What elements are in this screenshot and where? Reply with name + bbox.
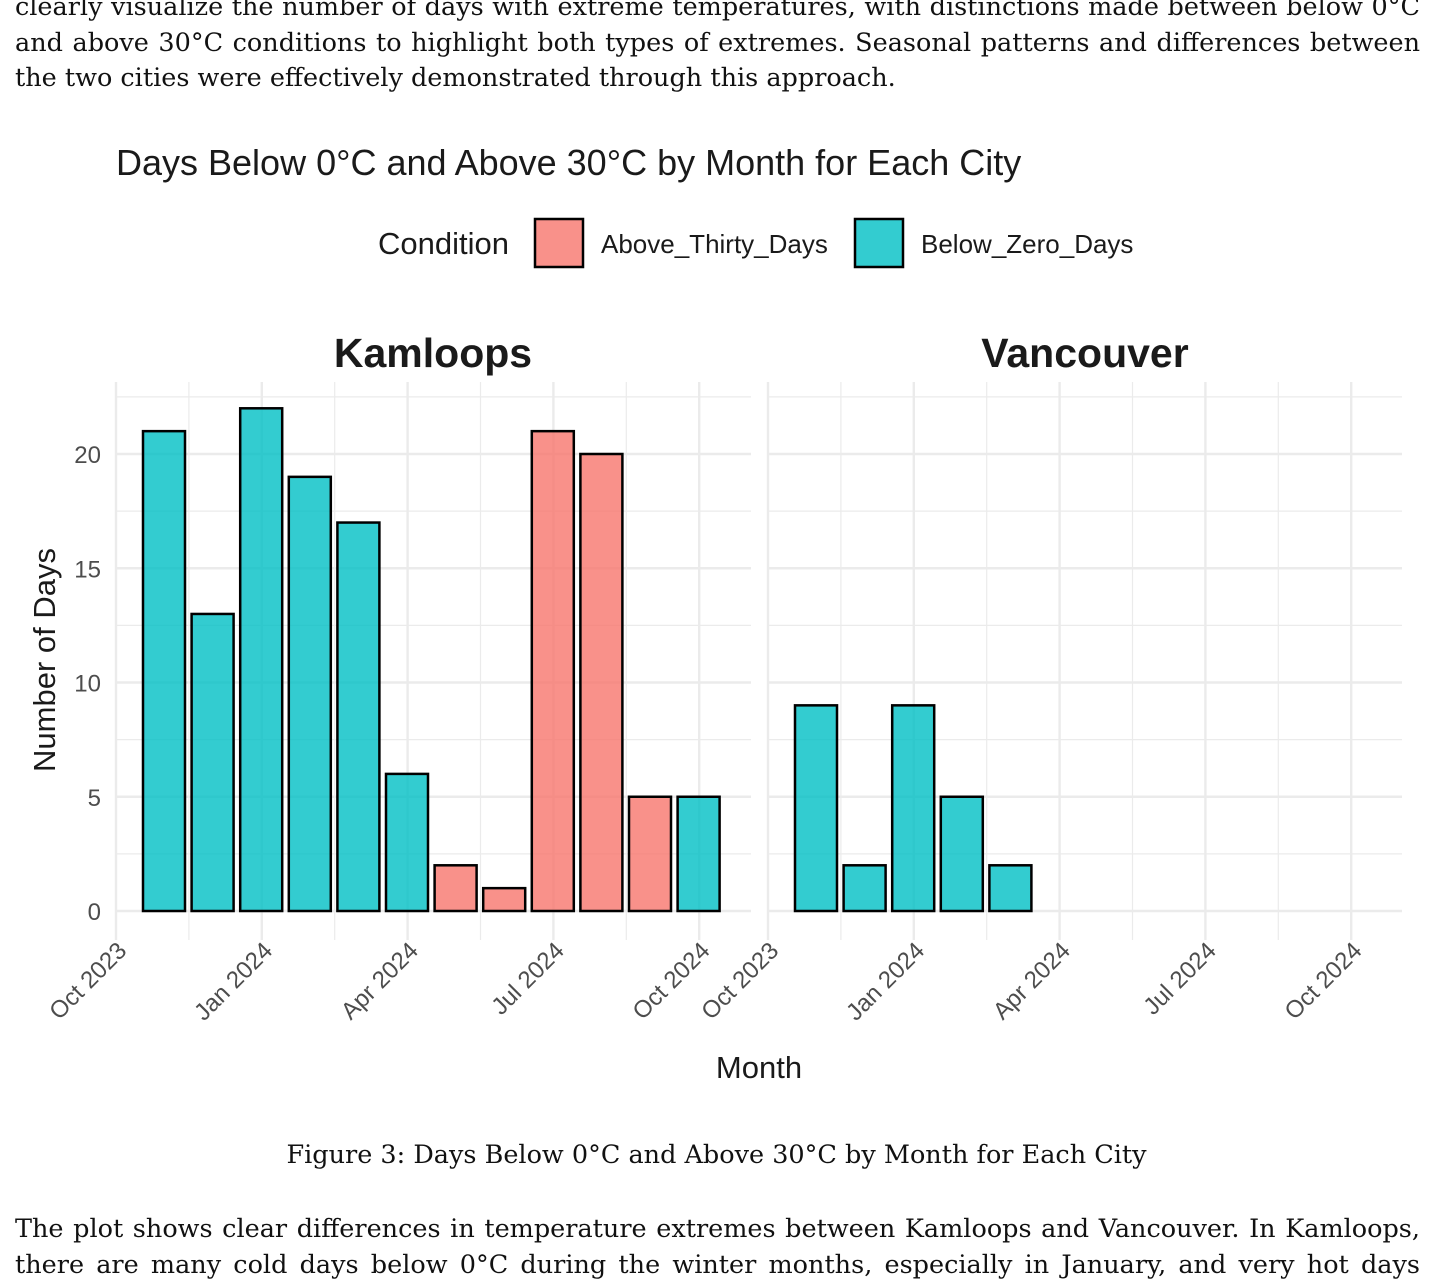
legend-label-below: Below_Zero_Days [921, 229, 1133, 259]
paragraph-line: The plot shows clear differences in temp… [15, 1214, 1420, 1244]
y-tick-label: 5 [88, 785, 101, 812]
legend-swatch-below [853, 217, 905, 269]
legend: Condition Above_Thirty_Days Below_Zero_D… [378, 217, 1133, 269]
bar-kamloops-2024-03 [336, 521, 381, 913]
panel-vancouver: Oct 2023 Jan 2024 Apr 2024 Jul 2024 Oct 2024 [696, 382, 1402, 1026]
bar-kamloops-2024-07 [530, 429, 576, 913]
y-tick-label: 15 [74, 556, 101, 583]
legend-label-above: Above_Thirty_Days [601, 229, 828, 259]
x-tick-label: Jul 2024 [1138, 937, 1221, 1020]
bar-kamloops-2023-12 [190, 612, 235, 913]
bar-kamloops-2024-09 [627, 795, 673, 913]
bar-vancouver-2024-03 [988, 864, 1033, 913]
panel-kamloops: Oct 2023 Jan 2024 Apr 2024 Jul 2024 Oct 2024 [44, 382, 751, 1026]
y-tick-label: 20 [74, 442, 101, 469]
paragraph-bottom: The plot shows clear differences in temp… [15, 1212, 1420, 1283]
chart-title: Days Below 0°C and Above 30°C by Month f… [116, 142, 1021, 183]
legend-title: Condition [378, 226, 509, 261]
y-axis-label: Number of Days [27, 548, 62, 772]
bar-kamloops-2024-10 [676, 795, 721, 913]
bar-kamloops-2024-05 [433, 864, 478, 913]
bar-vancouver-2024-02 [939, 795, 985, 913]
y-axis-ticks: 0 5 10 15 20 [74, 442, 101, 926]
figure-caption: Figure 3: Days Below 0°C and Above 30°C … [286, 1140, 1147, 1170]
bar-kamloops-2024-02 [287, 475, 333, 913]
x-axis-label: Month [716, 1050, 802, 1085]
x-tick-label: Oct 2024 [1279, 937, 1367, 1025]
bar-kamloops-2024-01 [238, 407, 284, 913]
panel-title-vancouver: Vancouver [981, 330, 1188, 376]
legend-swatch-above [533, 217, 585, 269]
x-tick-label: Jan 2024 [841, 937, 930, 1026]
x-tick-label: Jan 2024 [189, 937, 278, 1026]
bar-kamloops-2024-08 [579, 452, 624, 913]
y-tick-label: 10 [74, 671, 101, 698]
paragraph-line: clearly visualize the number of days wit… [15, 0, 1420, 22]
x-tick-label: Apr 2024 [336, 937, 424, 1025]
bar-kamloops-2024-06 [481, 886, 527, 913]
bar-kamloops-2024-04 [384, 772, 430, 913]
y-tick-label: 0 [88, 899, 101, 926]
panel-title-kamloops: Kamloops [334, 330, 532, 376]
bar-kamloops-2023-11 [141, 429, 187, 913]
bar-vancouver-2024-01 [890, 704, 936, 913]
paragraph-line: and above 30°C conditions to highlight b… [15, 27, 1420, 58]
bar-vancouver-2023-12 [842, 864, 887, 913]
paragraph-line: the two cities were effectively demonstr… [15, 63, 896, 93]
x-tick-label: Apr 2024 [988, 937, 1076, 1025]
x-tick-label: Oct 2023 [44, 937, 132, 1025]
figure-chart: Days Below 0°C and Above 30°C by Month f… [27, 142, 1402, 1085]
paragraph-line: there are many cold days below 0°C durin… [15, 1249, 1420, 1280]
x-tick-label: Jul 2024 [486, 937, 569, 1020]
paragraph-top: clearly visualize the number of days wit… [15, 0, 1420, 97]
bar-vancouver-2023-11 [793, 704, 839, 913]
